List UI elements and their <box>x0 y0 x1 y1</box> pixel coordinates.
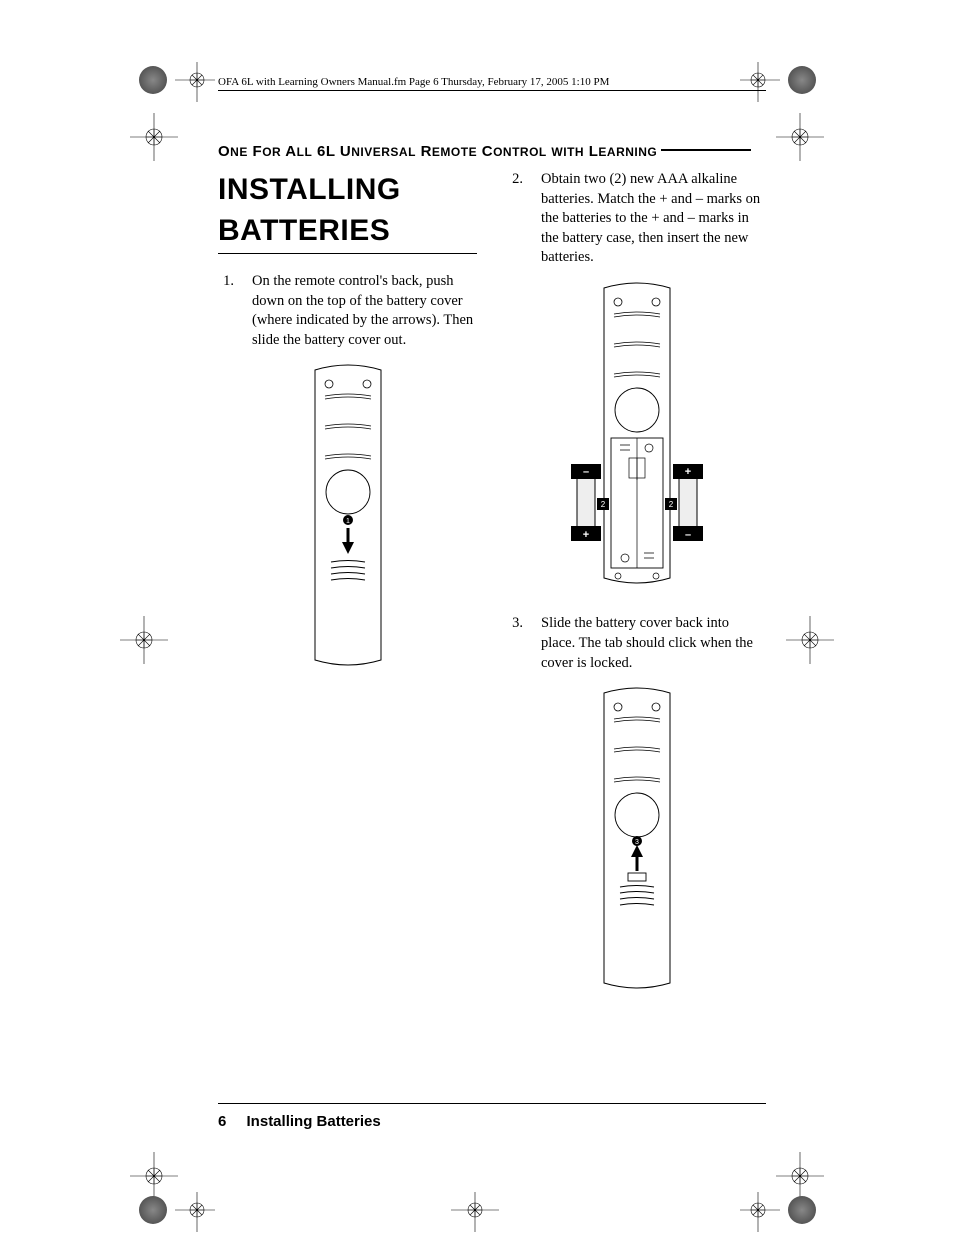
crop-mark-bottom-left <box>135 1192 215 1232</box>
footer-rule <box>218 1103 766 1104</box>
svg-text:2: 2 <box>600 500 605 509</box>
step-text: Obtain two (2) new AAA alkaline batterie… <box>541 170 766 268</box>
step-number: 1. <box>218 272 234 350</box>
crop-mark-top-left <box>135 62 215 102</box>
footer-page-number: 6 <box>218 1113 226 1130</box>
svg-text:+: + <box>684 466 690 478</box>
crop-mark-bottom-right <box>740 1192 820 1232</box>
main-title: INSTALLING BATTERIES <box>218 170 477 254</box>
running-header: OFA 6L with Learning Owners Manual.fm Pa… <box>218 76 766 91</box>
figure-3: 3 <box>507 685 766 1002</box>
svg-text:2: 2 <box>668 500 673 509</box>
section-header: ONE FOR ALL 6L UNIVERSAL REMOTE CONTROL … <box>218 143 766 160</box>
footer: 6 Installing Batteries <box>218 1113 381 1130</box>
svg-text:3: 3 <box>635 839 639 846</box>
figure-1: 1 <box>218 362 477 679</box>
svg-text:1: 1 <box>346 518 350 525</box>
svg-text:+: + <box>582 529 588 541</box>
figure-2: – + 2 + – 2 <box>507 280 766 597</box>
right-column: 2. Obtain two (2) new AAA alkaline batte… <box>507 170 766 1020</box>
step-2: 2. Obtain two (2) new AAA alkaline batte… <box>507 170 766 268</box>
step-number: 2. <box>507 170 523 268</box>
step-number: 3. <box>507 614 523 673</box>
step-1: 1. On the remote control's back, push do… <box>218 272 477 350</box>
crop-mark-bottom-center <box>451 1192 499 1232</box>
left-column: INSTALLING BATTERIES 1. On the remote co… <box>218 170 477 1020</box>
crop-mark-right-mid <box>786 616 834 664</box>
step-text: On the remote control's back, push down … <box>252 272 477 350</box>
body-columns: INSTALLING BATTERIES 1. On the remote co… <box>218 170 766 1020</box>
step-text: Slide the battery cover back into place.… <box>541 614 766 673</box>
svg-text:–: – <box>582 466 588 478</box>
page-content: OFA 6L with Learning Owners Manual.fm Pa… <box>218 76 766 1136</box>
crop-mark-left-upper <box>130 113 178 161</box>
footer-title: Installing Batteries <box>247 1113 381 1130</box>
crop-mark-left-mid <box>120 616 168 664</box>
step-3: 3. Slide the battery cover back into pla… <box>507 614 766 673</box>
svg-text:–: – <box>684 529 690 541</box>
crop-mark-right-upper <box>776 113 824 161</box>
